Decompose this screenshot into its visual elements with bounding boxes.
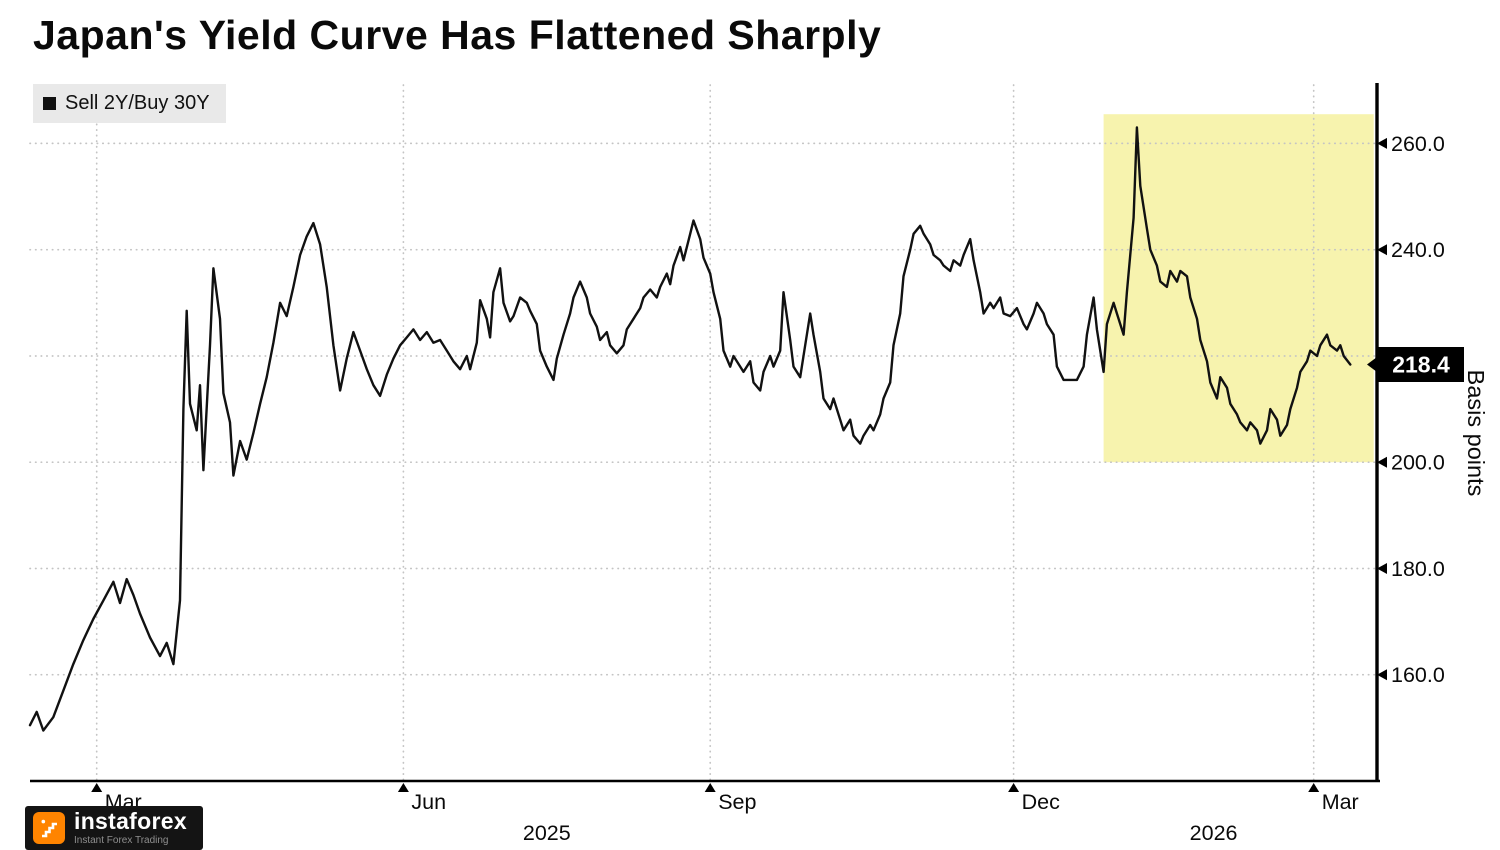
instaforex-flag-icon xyxy=(33,812,65,844)
svg-text:218.4: 218.4 xyxy=(1392,352,1450,378)
logo-tagline: Instant Forex Trading xyxy=(74,835,169,846)
svg-text:240.0: 240.0 xyxy=(1391,238,1445,262)
y-axis-title: Basis points xyxy=(1463,370,1489,497)
svg-text:260.0: 260.0 xyxy=(1391,132,1445,156)
chart-title: Japan's Yield Curve Has Flattened Sharpl… xyxy=(33,12,882,58)
year-label: 2026 xyxy=(1190,821,1238,845)
legend: Sell 2Y/Buy 30Y xyxy=(33,84,226,123)
svg-text:160.0: 160.0 xyxy=(1391,663,1445,687)
svg-text:Sep: Sep xyxy=(718,790,756,814)
svg-text:180.0: 180.0 xyxy=(1391,557,1445,581)
svg-text:Mar: Mar xyxy=(1322,790,1359,814)
year-label: 2025 xyxy=(523,821,571,845)
svg-text:Dec: Dec xyxy=(1022,790,1060,814)
axes xyxy=(30,83,1380,783)
highlight-region xyxy=(1103,114,1374,463)
instaforex-logo: instaforex Instant Forex Trading xyxy=(25,806,203,850)
gridlines xyxy=(29,84,1378,782)
last-value-badge: 218.4 xyxy=(1367,347,1464,382)
logo-text: instaforex Instant Forex Trading xyxy=(74,810,187,846)
series-line xyxy=(28,126,1352,732)
svg-text:Jun: Jun xyxy=(411,790,446,814)
logo-name: instaforex xyxy=(74,808,187,834)
series-marker-icon xyxy=(43,97,56,110)
svg-text:200.0: 200.0 xyxy=(1391,451,1445,475)
legend-label: Sell 2Y/Buy 30Y xyxy=(65,92,210,114)
